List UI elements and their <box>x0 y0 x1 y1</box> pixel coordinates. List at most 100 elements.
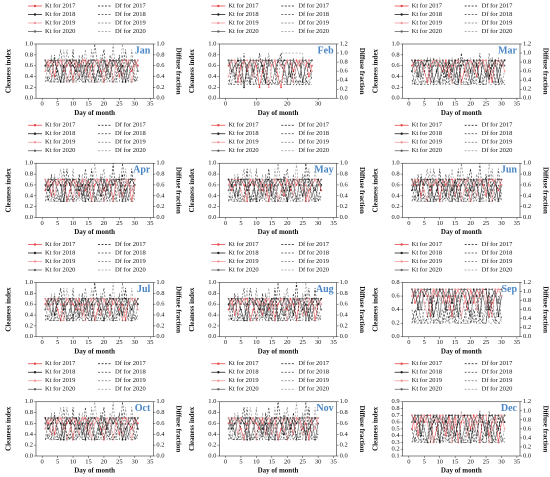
y2-tick-label: 0.2 <box>523 443 531 450</box>
data-point <box>488 441 491 444</box>
y-tick-label: 0.4 <box>208 73 217 80</box>
y-tick-label: 0.6 <box>25 181 34 188</box>
data-point <box>301 427 304 430</box>
data-point <box>420 308 423 311</box>
data-point <box>227 178 230 181</box>
data-point <box>411 288 413 291</box>
legend-label: Kt for 2020 <box>45 28 75 35</box>
data-point <box>320 189 323 192</box>
series-line <box>228 401 319 441</box>
data-point <box>414 301 416 304</box>
data-point <box>411 189 413 192</box>
data-point <box>463 178 466 181</box>
data-point <box>497 189 500 192</box>
x-tick-label: 25 <box>116 339 123 346</box>
x-tick-label: 20 <box>101 101 108 108</box>
x-tick-label: 25 <box>483 339 490 346</box>
legend-marker <box>217 243 220 246</box>
data-point <box>472 295 475 297</box>
y2-tick-label: 0.4 <box>523 192 532 199</box>
legend-label: Kt for 2018 <box>412 369 442 376</box>
y2-tick-label: 1.0 <box>156 279 164 286</box>
y2-tick-label: 1.0 <box>340 160 348 167</box>
legend-label: Df for 2019 <box>115 19 146 26</box>
data-point <box>112 417 115 419</box>
data-point <box>130 417 133 419</box>
data-point <box>121 422 124 425</box>
legend-label: Df for 2018 <box>482 249 513 256</box>
x-tick-label: 0 <box>407 101 410 108</box>
y-tick-label: 0.8 <box>392 51 400 58</box>
legend-label: Kt for 2018 <box>412 11 442 18</box>
data-point <box>84 59 87 62</box>
data-point <box>414 184 416 186</box>
data-point <box>236 81 239 83</box>
data-point <box>500 59 503 62</box>
data-point <box>289 297 292 300</box>
data-point <box>286 297 289 300</box>
legend-marker <box>217 260 220 263</box>
data-point <box>121 64 124 67</box>
data-point <box>84 308 87 311</box>
data-point <box>62 178 65 181</box>
data-point <box>289 178 292 181</box>
data-point <box>136 422 139 425</box>
data-point <box>227 59 230 62</box>
legend-label: Df for 2020 <box>482 386 513 393</box>
x-tick-label: 30 <box>132 220 139 227</box>
legend-label: Df for 2020 <box>298 28 329 35</box>
y2-axis-title: Diffuse fraction <box>358 405 366 452</box>
y2-tick-label: 0.6 <box>523 181 532 188</box>
data-point <box>444 189 447 192</box>
y-tick-label: 0.4 <box>208 192 217 199</box>
data-point <box>44 297 47 300</box>
data-point <box>460 59 463 62</box>
x-tick-label: 15 <box>452 339 459 346</box>
panel-title: Jul <box>137 284 151 295</box>
legend-marker <box>33 388 37 391</box>
data-point <box>444 414 447 417</box>
data-point <box>47 70 50 73</box>
data-point <box>240 417 242 419</box>
data-point <box>298 417 301 419</box>
data-point <box>255 297 258 300</box>
y-tick-label: 1.0 <box>392 160 400 167</box>
legend-label: Kt for 2018 <box>45 249 75 256</box>
x-tick-label: 35 <box>330 339 337 346</box>
data-point <box>62 184 65 186</box>
y-tick-label: 1.0 <box>208 279 216 286</box>
data-point <box>267 59 270 62</box>
data-point <box>78 184 81 186</box>
legend-label: Df for 2017 <box>298 360 329 367</box>
series-line <box>411 163 502 203</box>
data-point <box>277 184 279 186</box>
legend-marker <box>217 388 220 391</box>
data-point <box>482 421 484 423</box>
x-axis-title: Day of month <box>441 109 482 117</box>
legend-marker <box>400 149 403 152</box>
data-point <box>503 64 506 67</box>
data-point <box>295 184 298 186</box>
data-point <box>246 319 249 322</box>
data-point <box>277 75 279 78</box>
data-point <box>252 427 255 430</box>
series-line <box>228 52 313 86</box>
data-point <box>298 59 301 62</box>
legend-label: Kt for 2020 <box>228 147 258 154</box>
data-point <box>469 427 472 430</box>
data-point <box>448 184 450 186</box>
data-point <box>84 189 87 192</box>
x-tick-label: 30 <box>315 458 322 465</box>
data-point <box>118 189 121 192</box>
data-point <box>274 303 276 306</box>
series-line <box>228 163 322 202</box>
y-axis-title: Cleaness index <box>5 287 13 332</box>
legend-marker <box>400 268 403 272</box>
data-point <box>261 184 264 186</box>
series-line <box>44 282 139 322</box>
series-line <box>44 163 136 202</box>
legend-marker <box>33 362 37 365</box>
data-point <box>485 75 487 78</box>
y2-tick-label: 1.2 <box>523 398 531 405</box>
